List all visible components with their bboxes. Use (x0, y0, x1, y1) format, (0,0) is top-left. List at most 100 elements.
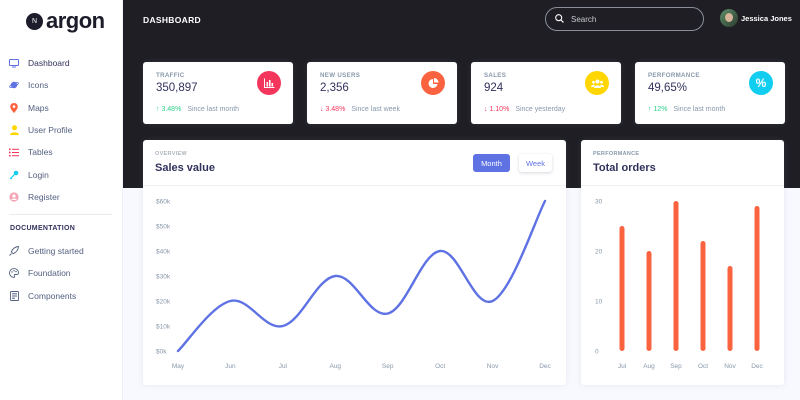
x-tick-label: Aug (329, 363, 341, 370)
x-tick-label: May (172, 363, 185, 370)
section-label-documentation: DOCUMENTATION (10, 225, 76, 232)
stat-footer: ↑ 3.48% Since last month (156, 106, 239, 113)
sidebar-item-label: Maps (28, 102, 49, 113)
search-icon (555, 10, 564, 28)
stat-card-new-users: NEW USERS 2,356 ↓ 3.48% Since last week (307, 62, 457, 124)
sidebar-item-user-profile[interactable]: User Profile (0, 119, 123, 141)
stat-change: ↓ 1.10% (484, 106, 509, 113)
arrow-down-icon: ↓ (484, 106, 488, 113)
arrow-up-icon: ↑ (156, 106, 160, 113)
sidebar-item-register[interactable]: Register (0, 186, 123, 208)
x-tick-label: Nov (724, 363, 736, 370)
page-title: DASHBOARD (143, 15, 201, 25)
bar (700, 241, 706, 351)
ui-icon (9, 290, 19, 301)
stat-since: Since last month (187, 106, 240, 113)
stat-change-value: 12% (653, 106, 668, 113)
stat-card-performance: PERFORMANCE 49,65% % ↑ 12% Since last mo… (635, 62, 785, 124)
month-button[interactable]: Month (473, 154, 510, 172)
sidebar-item-label: Components (28, 290, 77, 301)
card-kicker: OVERVIEW (155, 151, 187, 157)
sidebar-item-dashboard[interactable]: Dashboard (0, 52, 123, 74)
sidebar-nav: Dashboard Icons Maps User Profile Tables (0, 52, 123, 208)
y-tick-label: $0k (156, 349, 167, 356)
y-tick-label: 10 (595, 299, 603, 306)
y-tick-label: $10k (156, 324, 171, 331)
sidebar-item-tables[interactable]: Tables (0, 141, 123, 163)
sidebar-divider (9, 214, 112, 215)
y-tick-label: 20 (595, 249, 603, 256)
stat-card-traffic: TRAFFIC 350,897 ↑ 3.48% Since last month (143, 62, 293, 124)
card-separator (143, 185, 566, 186)
bar (754, 206, 760, 351)
sidebar-item-components[interactable]: Components (0, 285, 123, 307)
y-tick-label: $20k (156, 299, 171, 306)
avatar (720, 9, 738, 27)
chart-bar-icon (257, 71, 281, 95)
users-icon (585, 71, 609, 95)
stat-value: 350,897 (156, 82, 198, 94)
palette-icon (9, 268, 19, 279)
sidebar-item-label: Login (28, 169, 49, 180)
logo[interactable]: N argon (26, 8, 105, 34)
bar (727, 266, 733, 351)
sidebar-item-label: User Profile (28, 125, 73, 136)
x-tick-label: Jul (279, 363, 288, 370)
arrow-down-icon: ↓ (320, 106, 324, 113)
stat-change: ↓ 3.48% (320, 106, 345, 113)
y-tick-label: 30 (595, 199, 603, 206)
stat-since: Since yesterday (515, 106, 566, 113)
stat-value: 2,356 (320, 82, 349, 94)
sidebar-item-foundation[interactable]: Foundation (0, 262, 123, 284)
sidebar-item-label: Dashboard (28, 58, 70, 69)
week-button[interactable]: Week (519, 154, 552, 172)
stat-since: Since last week (351, 106, 400, 113)
sidebar-item-label: Icons (28, 80, 49, 91)
user-menu[interactable]: Jessica Jones (720, 9, 792, 27)
stat-value: 924 (484, 82, 504, 94)
bar (673, 201, 679, 351)
y-tick-label: $40k (156, 249, 171, 256)
search-input[interactable]: Search (545, 7, 704, 31)
x-tick-label: Oct (435, 363, 445, 370)
user-name: Jessica Jones (741, 13, 792, 23)
stat-footer: ↑ 12% Since last month (648, 106, 725, 113)
y-tick-label: $50k (156, 224, 171, 231)
sidebar-item-maps[interactable]: Maps (0, 97, 123, 119)
stat-since: Since last month (673, 106, 726, 113)
chart-pie-icon (421, 71, 445, 95)
stat-value: 49,65% (648, 82, 688, 94)
stat-change-value: 1.10% (489, 106, 510, 113)
user-icon (9, 125, 19, 136)
circle-user-icon (9, 192, 19, 202)
card-separator (581, 185, 784, 186)
sidebar-item-label: Foundation (28, 268, 71, 279)
x-tick-label: Dec (751, 363, 763, 370)
sidebar-item-label: Register (28, 191, 60, 202)
stat-title: TRAFFIC (156, 72, 185, 79)
sidebar-item-icons[interactable]: Icons (0, 74, 123, 96)
x-tick-label: Oct (698, 363, 708, 370)
stat-title: SALES (484, 72, 507, 79)
bar (619, 226, 625, 351)
documentation-nav: Getting started Foundation Components (0, 240, 123, 307)
sidebar-item-login[interactable]: Login (0, 163, 123, 185)
stat-card-sales: SALES 924 ↓ 1.10% Since yesterday (471, 62, 621, 124)
sales-series-line (176, 199, 547, 353)
percent-icon: % (749, 71, 773, 95)
stat-title: PERFORMANCE (648, 72, 700, 79)
card-title: Total orders (593, 162, 656, 174)
monitor-icon (9, 58, 19, 68)
list-icon (9, 147, 19, 157)
stat-change-value: 3.48% (161, 106, 182, 113)
y-tick-label: $30k (156, 274, 171, 281)
sales-value-card: OVERVIEW Sales value Month Week $0k $10k $… (143, 140, 566, 385)
sidebar-item-getting-started[interactable]: Getting started (0, 240, 123, 262)
stat-footer: ↓ 1.10% Since yesterday (484, 106, 565, 113)
x-tick-label: Aug (643, 363, 655, 370)
sidebar-item-label: Getting started (28, 246, 84, 257)
x-tick-label: Nov (487, 363, 499, 370)
orders-bar-chart: 0 10 20 30 Jul Aug Sep Oct Nov Dec (595, 199, 764, 371)
search-placeholder: Search (571, 14, 597, 24)
total-orders-card: PERFORMANCE Total orders 0 10 20 30 Jul Aug Se… (581, 140, 784, 385)
